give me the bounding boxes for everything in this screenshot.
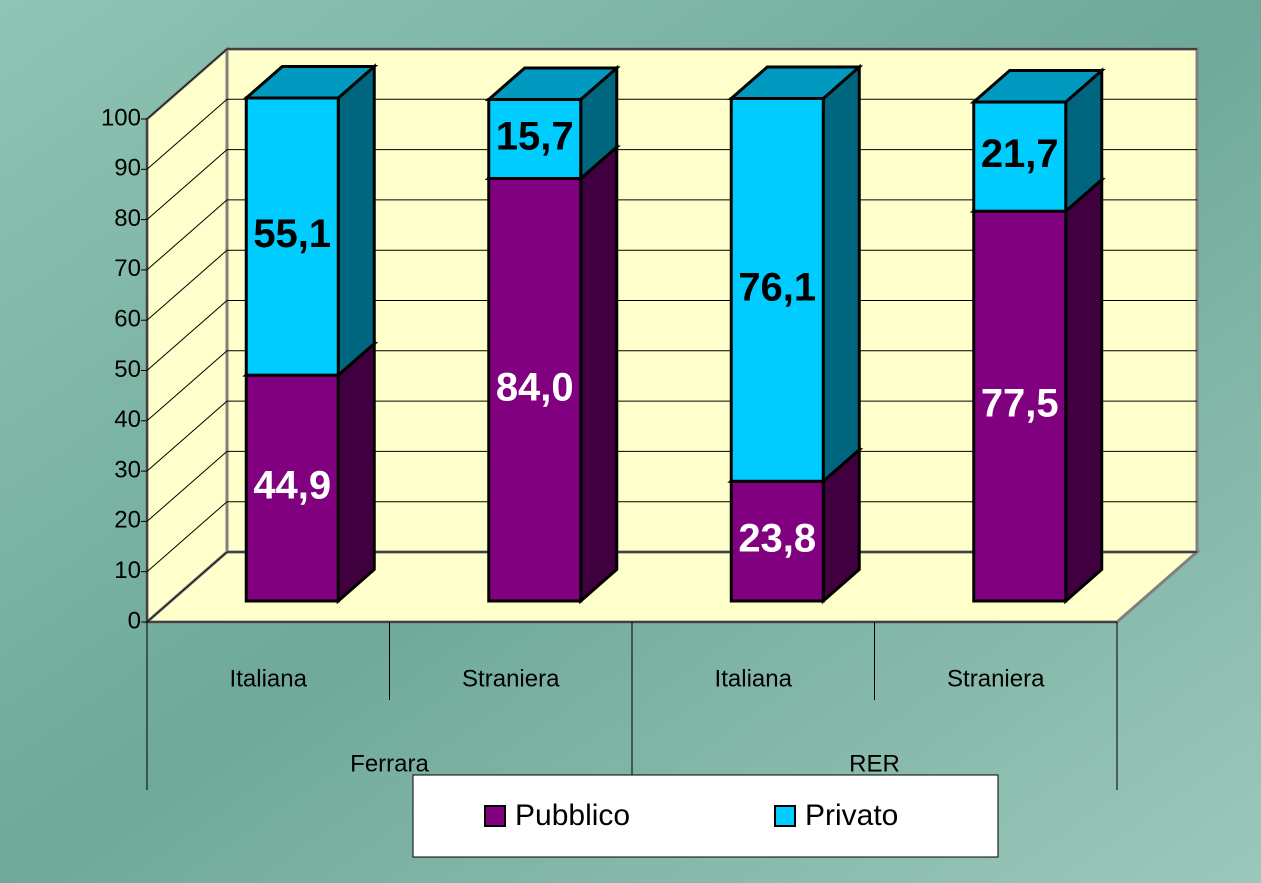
y-tick-label: 50 [114, 356, 141, 383]
x-tick-label: Italiana [230, 665, 308, 692]
value-label: 21,7 [981, 132, 1059, 176]
bar-side [1064, 176, 1104, 605]
group-label: Ferrara [350, 750, 429, 777]
bar-side [821, 63, 861, 485]
bar [244, 96, 340, 377]
bar-side [336, 340, 376, 605]
x-tick-label: Italiana [715, 665, 793, 692]
grid-line [146, 199, 228, 271]
bar [972, 100, 1068, 213]
bar [729, 97, 825, 483]
value-label: 15,7 [496, 115, 574, 159]
y-tick-label: 80 [114, 205, 141, 232]
value-label: 44,9 [253, 464, 331, 508]
legend-box [412, 774, 999, 858]
y-tick-label: 70 [114, 255, 141, 282]
y-tick-label: 30 [114, 456, 141, 483]
grid-line [146, 249, 228, 321]
value-label: 77,5 [981, 382, 1059, 426]
legend-swatch [774, 805, 796, 827]
bar [729, 479, 825, 603]
y-tick-label: 0 [128, 607, 141, 634]
bar [487, 98, 583, 180]
y-tick-label: 90 [114, 155, 141, 182]
bar [972, 209, 1068, 603]
y-tick-label: 20 [114, 507, 141, 534]
x-tick-label: Straniera [462, 665, 560, 692]
legend-label: Privato [805, 799, 898, 832]
value-label: 23,8 [738, 517, 816, 561]
legend-swatch [484, 805, 506, 827]
grid-line [146, 300, 228, 371]
grid-line [146, 350, 228, 422]
group-label: RER [849, 750, 900, 777]
bar [487, 176, 583, 603]
value-label: 76,1 [738, 265, 816, 309]
grid-line [146, 501, 228, 573]
grid-line [146, 400, 228, 472]
y-tick-label: 100 [101, 104, 141, 131]
grid-line [146, 48, 228, 120]
grid-line [146, 149, 228, 220]
bar-side [336, 63, 376, 379]
grid-line [146, 98, 228, 170]
y-tick-label: 60 [114, 306, 141, 333]
grid-line [146, 551, 228, 623]
y-tick-label: 40 [114, 406, 141, 433]
legend-label: Pubblico [515, 799, 630, 832]
bar-side [579, 143, 619, 605]
y-tick-label: 10 [114, 557, 141, 584]
value-label: 84,0 [496, 365, 574, 409]
x-tick-label: Straniera [947, 665, 1045, 692]
grid-line [146, 451, 228, 522]
value-label: 55,1 [253, 212, 331, 256]
